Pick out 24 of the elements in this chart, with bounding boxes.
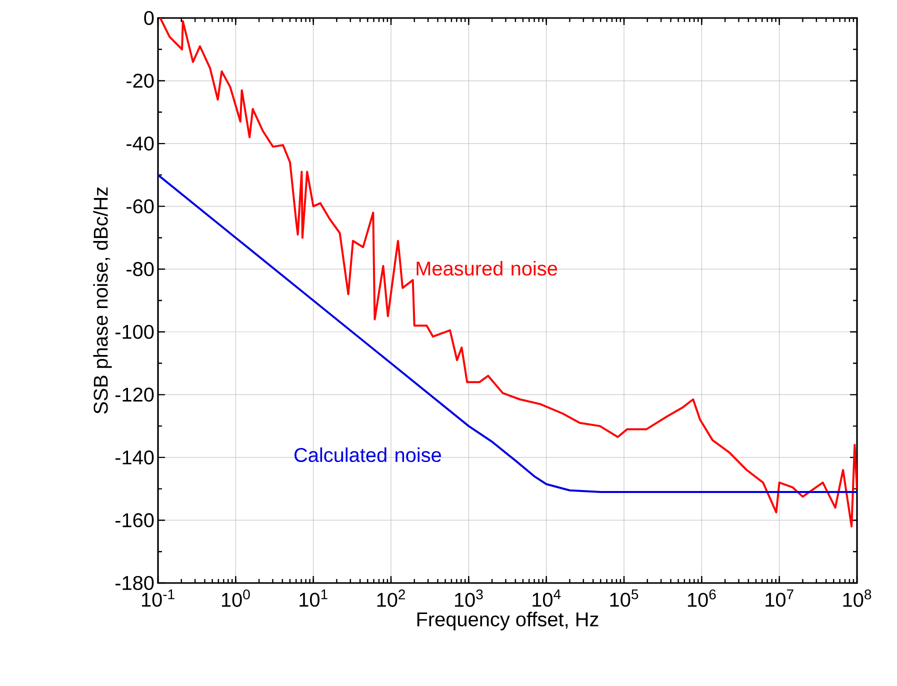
- x-tick-label: 10$^{-1}$: [142, 590, 174, 607]
- y-tick-label: 0: [144, 10, 154, 26]
- x-tick-label: 10$^{6}$: [688, 590, 716, 607]
- y-tick-label: -80: [126, 262, 154, 276]
- x-tick-label: 10$^{0}$: [222, 590, 250, 607]
- y-tick-label: -120: [115, 388, 154, 402]
- y-tick-label: -140: [115, 450, 154, 464]
- x-tick-label: 10$^{5}$: [610, 590, 638, 607]
- x-tick-label: 10$^{1}$: [300, 590, 328, 607]
- x-tick-label: 10$^{7}$: [766, 590, 794, 607]
- x-tick-label: 10$^{4}$: [532, 590, 561, 607]
- y-tick-label: -100: [115, 324, 154, 339]
- x-tick-label: 10$^{3}$: [454, 590, 483, 607]
- x-axis-title: Frequency offset, Hz: [417, 612, 598, 630]
- y-axis-title: SSB phase noise, dBc/Hz: [93, 187, 112, 414]
- y-tick-label: -40: [126, 136, 154, 151]
- y-tick-label: -160: [115, 513, 154, 528]
- x-tick-label: 10$^{2}$: [377, 590, 406, 607]
- y-tick-label: -60: [126, 199, 154, 214]
- series-label: Measured noise: [416, 260, 558, 276]
- y-tick-label: -180: [115, 576, 154, 590]
- y-tick-label: -20: [126, 74, 154, 88]
- x-tick-label: 10$^{8}$: [843, 590, 872, 607]
- series-label: Calculated noise: [294, 447, 441, 462]
